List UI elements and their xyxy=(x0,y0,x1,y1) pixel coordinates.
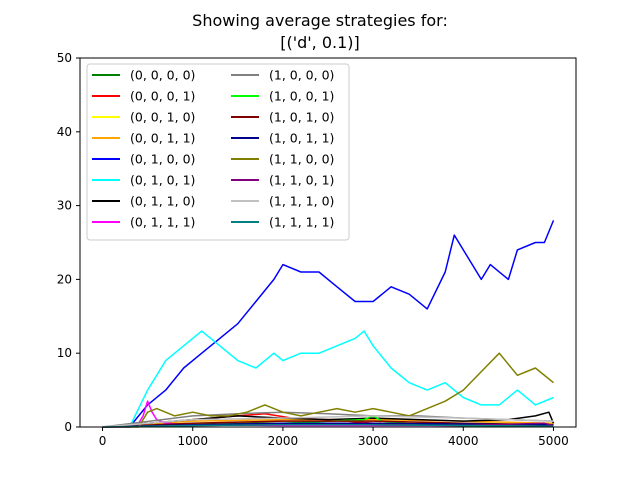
y-tick-label: 20 xyxy=(57,272,72,286)
x-tick-label: 4000 xyxy=(448,434,479,448)
legend-label-1-1-0-0: (1, 1, 0, 0) xyxy=(269,152,334,167)
legend-label-0-0-0-1: (0, 0, 0, 1) xyxy=(130,89,195,104)
series-lines xyxy=(102,220,555,428)
legend-label-0-0-0-0: (0, 0, 0, 0) xyxy=(130,68,195,83)
series-line-0-1-0-1 xyxy=(102,330,554,428)
series-line-1-1-1-1 xyxy=(102,424,554,428)
x-tick-label: 1000 xyxy=(177,434,208,448)
chart-title-line1: Showing average strategies for: xyxy=(192,11,448,30)
legend-label-0-1-0-0: (0, 1, 0, 0) xyxy=(130,152,195,167)
x-tick-label: 5000 xyxy=(538,434,569,448)
legend-label-0-0-1-1: (0, 0, 1, 1) xyxy=(130,131,195,146)
y-tick-label: 30 xyxy=(57,199,72,213)
legend-label-1-0-0-1: (1, 0, 0, 1) xyxy=(269,89,334,104)
series-line-0-1-0-0 xyxy=(102,220,555,428)
series-line-1-1-0-0 xyxy=(102,352,554,428)
y-tick-label: 0 xyxy=(64,420,72,434)
x-tick-label: 0 xyxy=(99,434,107,448)
x-tick-label: 2000 xyxy=(268,434,299,448)
y-tick-label: 10 xyxy=(57,346,72,360)
legend-label-1-1-1-1: (1, 1, 1, 1) xyxy=(269,215,334,230)
legend-label-1-1-1-0: (1, 1, 1, 0) xyxy=(269,194,334,209)
y-tick-label: 40 xyxy=(57,125,72,139)
legend-box xyxy=(86,63,350,241)
axes: 0 1000 2000 3000 4000 5000 0 10 20 30 40 50 xyxy=(57,51,569,448)
series-line-0-1-1-0 xyxy=(102,411,555,428)
plot-frame xyxy=(79,57,577,428)
legend: (0, 0, 0, 0) (0, 0, 0, 1) (0, 0, 1, 0) (0, … xyxy=(86,63,350,241)
legend-label-1-1-0-1: (1, 1, 0, 1) xyxy=(269,173,334,188)
legend-label-1-0-1-1: (1, 0, 1, 1) xyxy=(269,131,334,146)
legend-label-0-0-1-0: (0, 0, 1, 0) xyxy=(130,110,195,125)
chart-title-line2: [('d', 0.1)] xyxy=(280,33,360,52)
legend-label-0-1-0-1: (0, 1, 0, 1) xyxy=(130,173,195,188)
legend-label-0-1-1-0: (0, 1, 1, 0) xyxy=(130,194,195,209)
series-line-1-1-1-0 xyxy=(102,415,554,428)
legend-label-1-0-1-0: (1, 0, 1, 0) xyxy=(269,110,334,125)
y-tick-label: 50 xyxy=(57,51,72,65)
legend-label-1-0-0-0: (1, 0, 0, 0) xyxy=(269,68,334,83)
x-tick-label: 3000 xyxy=(358,434,389,448)
legend-label-0-1-1-1: (0, 1, 1, 1) xyxy=(130,215,195,230)
